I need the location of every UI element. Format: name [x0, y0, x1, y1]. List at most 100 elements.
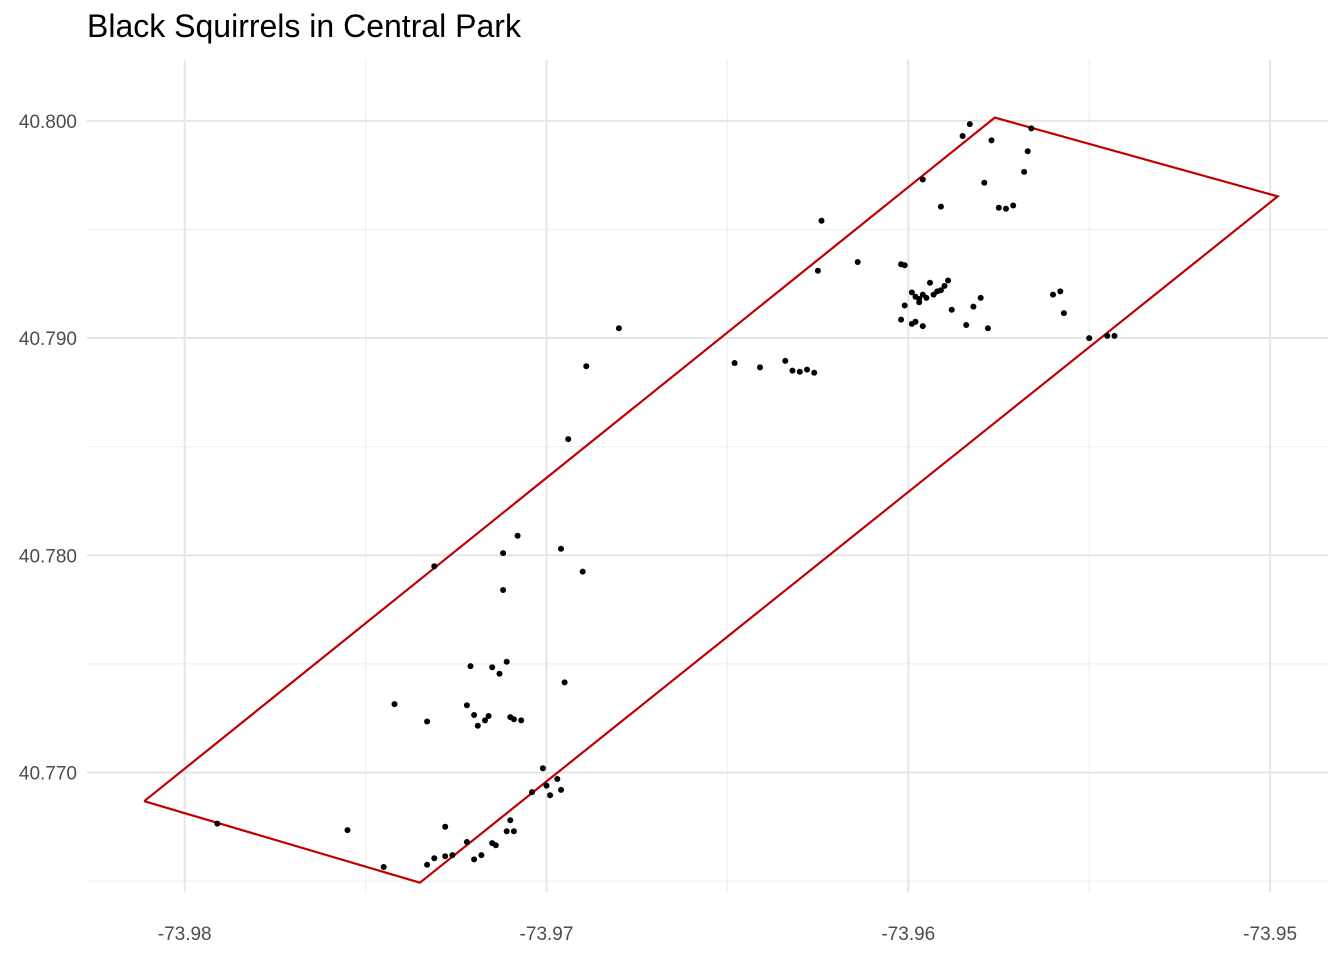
squirrel-point	[496, 670, 503, 677]
squirrel-point	[916, 299, 923, 306]
squirrel-point	[485, 713, 492, 719]
squirrel-point	[854, 259, 861, 265]
squirrel-point	[463, 702, 470, 709]
squirrel-point	[510, 828, 517, 835]
squirrel-point	[937, 203, 944, 210]
squirrel-point	[518, 717, 525, 724]
squirrel-point	[970, 303, 977, 310]
x-tick-label: -73.98	[158, 924, 212, 945]
squirrel-point	[489, 664, 496, 671]
squirrel-point	[615, 325, 622, 332]
squirrel-point	[1003, 205, 1009, 212]
squirrel-point	[449, 852, 456, 859]
squirrel-point	[1104, 332, 1111, 339]
squirrel-point	[919, 323, 926, 330]
x-axis-tick-labels: -73.98 -73.97 -73.96 -73.95	[158, 924, 1297, 945]
park-boundary	[143, 116, 1281, 884]
squirrel-point	[214, 820, 221, 827]
squirrel-point	[424, 861, 431, 868]
squirrel-point	[945, 277, 952, 284]
squirrel-point	[1010, 202, 1017, 209]
squirrel-point	[963, 322, 970, 328]
squirrel-point	[977, 294, 984, 301]
squirrel-point	[901, 302, 908, 309]
squirrel-point	[796, 368, 803, 375]
squirrel-point	[984, 325, 991, 332]
squirrel-point	[919, 176, 926, 183]
squirrel-point	[503, 658, 510, 665]
squirrel-point	[941, 282, 948, 289]
squirrel-point	[565, 436, 572, 443]
squirrel-point	[908, 289, 915, 296]
squirrel-point	[424, 718, 431, 725]
squirrel-point	[543, 782, 550, 789]
squirrel-point	[804, 366, 810, 373]
squirrel-point	[558, 545, 564, 552]
squirrel-point	[471, 856, 478, 863]
squirrel-point	[1057, 288, 1064, 295]
squirrel-point	[1060, 310, 1067, 317]
squirrel-point	[561, 679, 568, 686]
squirrel-point	[500, 550, 507, 557]
y-tick-label: 40.780	[19, 546, 77, 567]
y-tick-label: 40.770	[19, 764, 77, 785]
squirrel-point	[344, 827, 351, 834]
squirrel-point	[442, 823, 449, 830]
squirrel-point	[757, 364, 763, 371]
squirrel-point	[558, 786, 564, 793]
squirrel-point	[731, 360, 738, 366]
squirrel-point	[995, 204, 1002, 211]
squirrel-point	[814, 267, 821, 274]
squirrel-point	[442, 853, 449, 860]
squirrel-point	[934, 288, 941, 295]
squirrel-point	[981, 179, 988, 186]
squirrel-point	[471, 712, 478, 718]
squirrel-point	[492, 842, 499, 849]
squirrel-point	[948, 306, 955, 313]
squirrel-point	[966, 121, 973, 128]
squirrel-point	[988, 137, 995, 144]
squirrel-point	[482, 717, 488, 724]
squirrel-point	[554, 776, 561, 782]
squirrel-point	[431, 855, 438, 862]
squirrel-point	[789, 367, 796, 374]
squirrel-point	[478, 852, 485, 859]
x-tick-label: -73.97	[520, 924, 574, 945]
squirrel-point	[463, 839, 470, 845]
squirrel-point	[514, 532, 521, 539]
squirrel-point	[539, 765, 546, 772]
squirrel-point	[923, 294, 930, 301]
squirrel-point	[1028, 125, 1035, 132]
squirrel-point	[901, 262, 908, 269]
x-tick-label: -73.95	[1243, 924, 1297, 945]
squirrel-point	[503, 828, 510, 835]
squirrel-point	[912, 318, 919, 325]
squirrel-point	[1111, 332, 1118, 339]
major-gridlines	[87, 60, 1328, 892]
chart-title: Black Squirrels in Central Park	[87, 8, 521, 44]
squirrel-point	[811, 369, 818, 376]
squirrel-point	[380, 864, 387, 870]
squirrel-point	[1021, 168, 1028, 175]
squirrel-point	[391, 701, 398, 708]
squirrel-point	[547, 792, 554, 799]
y-tick-label: 40.800	[19, 112, 77, 133]
squirrel-point	[510, 716, 517, 723]
squirrel-point	[1024, 148, 1031, 155]
squirrel-point	[507, 817, 514, 824]
squirrel-point	[431, 563, 438, 570]
squirrel-point	[1050, 291, 1056, 298]
squirrel-point	[1086, 335, 1093, 342]
squirrel-point	[898, 316, 905, 323]
squirrel-point	[959, 133, 966, 139]
squirrel-point	[529, 789, 535, 796]
squirrel-points	[214, 121, 1118, 870]
squirrel-point	[467, 663, 474, 670]
y-tick-label: 40.790	[19, 329, 77, 350]
squirrel-point	[927, 279, 933, 286]
squirrel-point	[579, 568, 586, 575]
x-tick-label: -73.96	[881, 924, 935, 945]
squirrel-point	[782, 357, 789, 364]
squirrel-point	[583, 363, 590, 370]
